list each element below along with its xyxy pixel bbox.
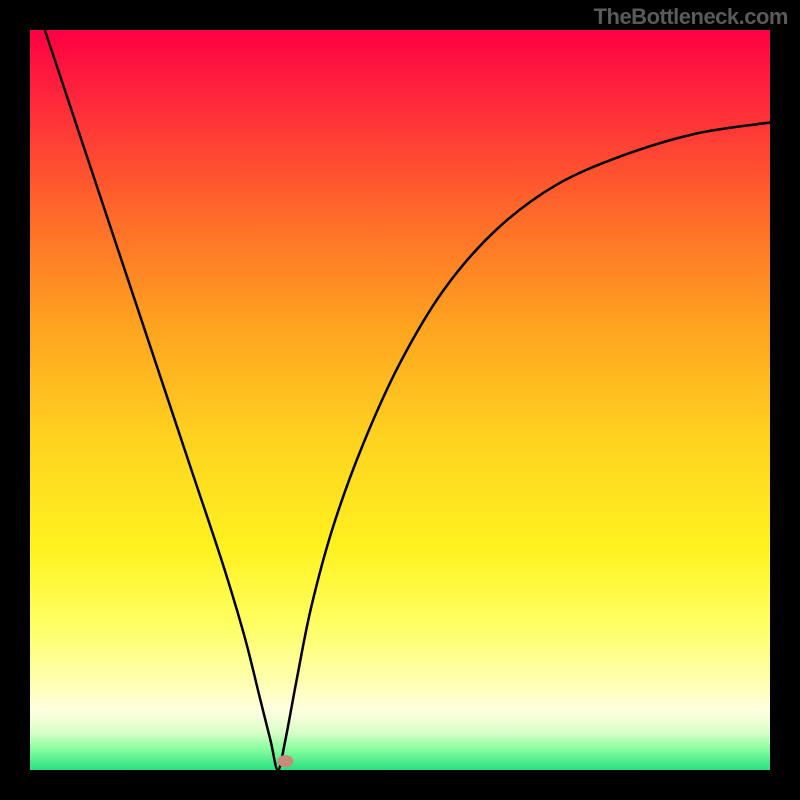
- bottleneck-curve: [45, 30, 770, 770]
- minimum-marker: [277, 755, 293, 767]
- plot-area: [30, 30, 770, 770]
- watermark-text: TheBottleneck.com: [594, 4, 788, 30]
- curve-layer: [30, 30, 770, 770]
